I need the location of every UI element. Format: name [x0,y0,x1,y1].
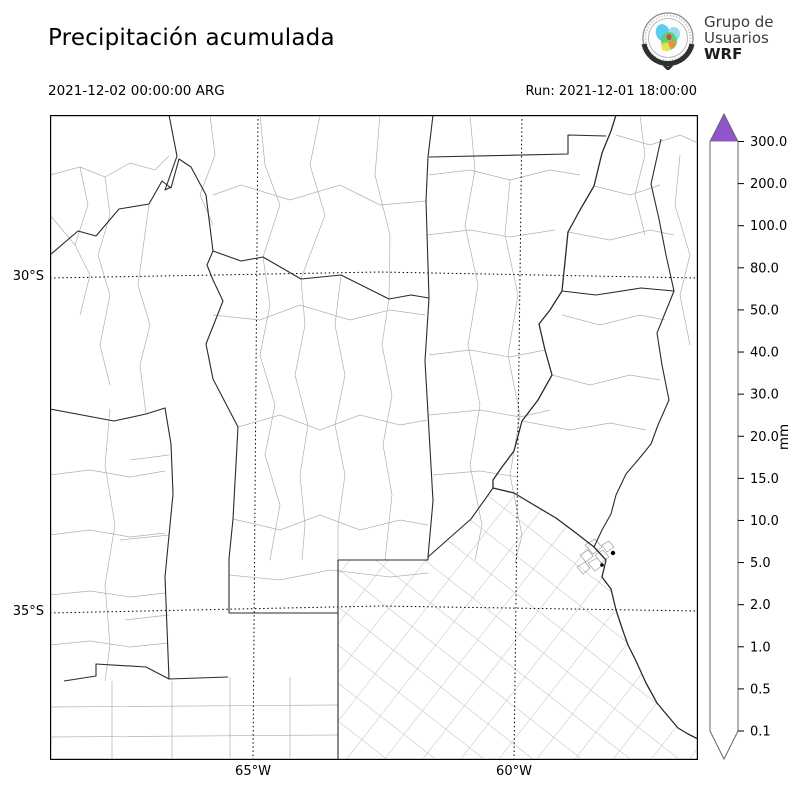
colorbar-tick-label: 30.0 [750,388,779,403]
valid-time-label: 2021-12-02 00:00:00 ARG [48,83,225,99]
colorbar-outline [709,112,739,761]
colorbar-ticks: 300.0 200.0 100.0 80.0 50.0 40.0 30.0 20.0 15.0 1… [738,135,787,740]
colorbar-tick-label: 80.0 [750,261,779,276]
city-marker-icon [600,563,604,567]
colorbar-under-arrow [710,731,738,759]
colorbar-tick-label: 5.0 [750,556,771,571]
colorbar-tick-label: 50.0 [750,303,779,318]
colorbar-tick-label: 300.0 [750,135,787,150]
colorbar-tick-label: 40.0 [750,346,779,361]
colorbar-tick-label: 10.0 [750,514,779,529]
map-panel [50,115,698,760]
colorbar-unit-label: mm [776,424,792,450]
lat-label-35s: 35°S [12,604,44,619]
page-title: Precipitación acumulada [48,25,335,51]
colorbar-tick-label: 15.0 [750,472,779,487]
colorbar-over-arrow [710,114,738,142]
colorbar-tick-label: 200.0 [750,177,787,192]
wrf-users-group-logo: Grupo de Usuarios WRF [636,6,800,70]
graticule-gridlines [51,116,697,759]
colorbar-scale: 300.0 200.0 100.0 80.0 50.0 40.0 30.0 20.0 15.0 1… [709,112,792,761]
colorbar-segments [710,114,738,759]
province-boundaries [51,116,675,759]
lat-label-30s: 30°S [12,269,44,284]
colorbar-tick-label: 100.0 [750,219,787,234]
precipitation-colorbar: 300.0 200.0 100.0 80.0 50.0 40.0 30.0 20.0 15.0 1… [700,100,800,790]
colorbar-tick-label: 20.0 [750,430,779,445]
wrf-logo-seal-icon [641,12,695,70]
logo-line-2: Usuarios [704,29,769,47]
logo-line-3: WRF [704,45,743,63]
lon-label-65w: 65°W [235,764,271,779]
model-run-label: Run: 2021-12-01 18:00:00 [525,84,697,99]
colorbar-tick-label: 2.0 [750,598,771,613]
city-marker-icon [610,550,616,556]
department-boundaries [51,116,697,759]
colorbar-tick-label: 0.5 [750,682,771,697]
buenos-aires-partidos-lattice [338,488,697,759]
wrf-logo-text: Grupo de Usuarios WRF [704,14,774,62]
colorbar-tick-label: 1.0 [750,640,771,655]
colorbar-tick-label: 0.1 [750,725,771,740]
lon-label-60w: 60°W [496,764,532,779]
argentina-boundary-map [50,115,698,760]
logo-line-1: Grupo de [704,13,774,31]
parana-river-coastline [492,116,697,740]
